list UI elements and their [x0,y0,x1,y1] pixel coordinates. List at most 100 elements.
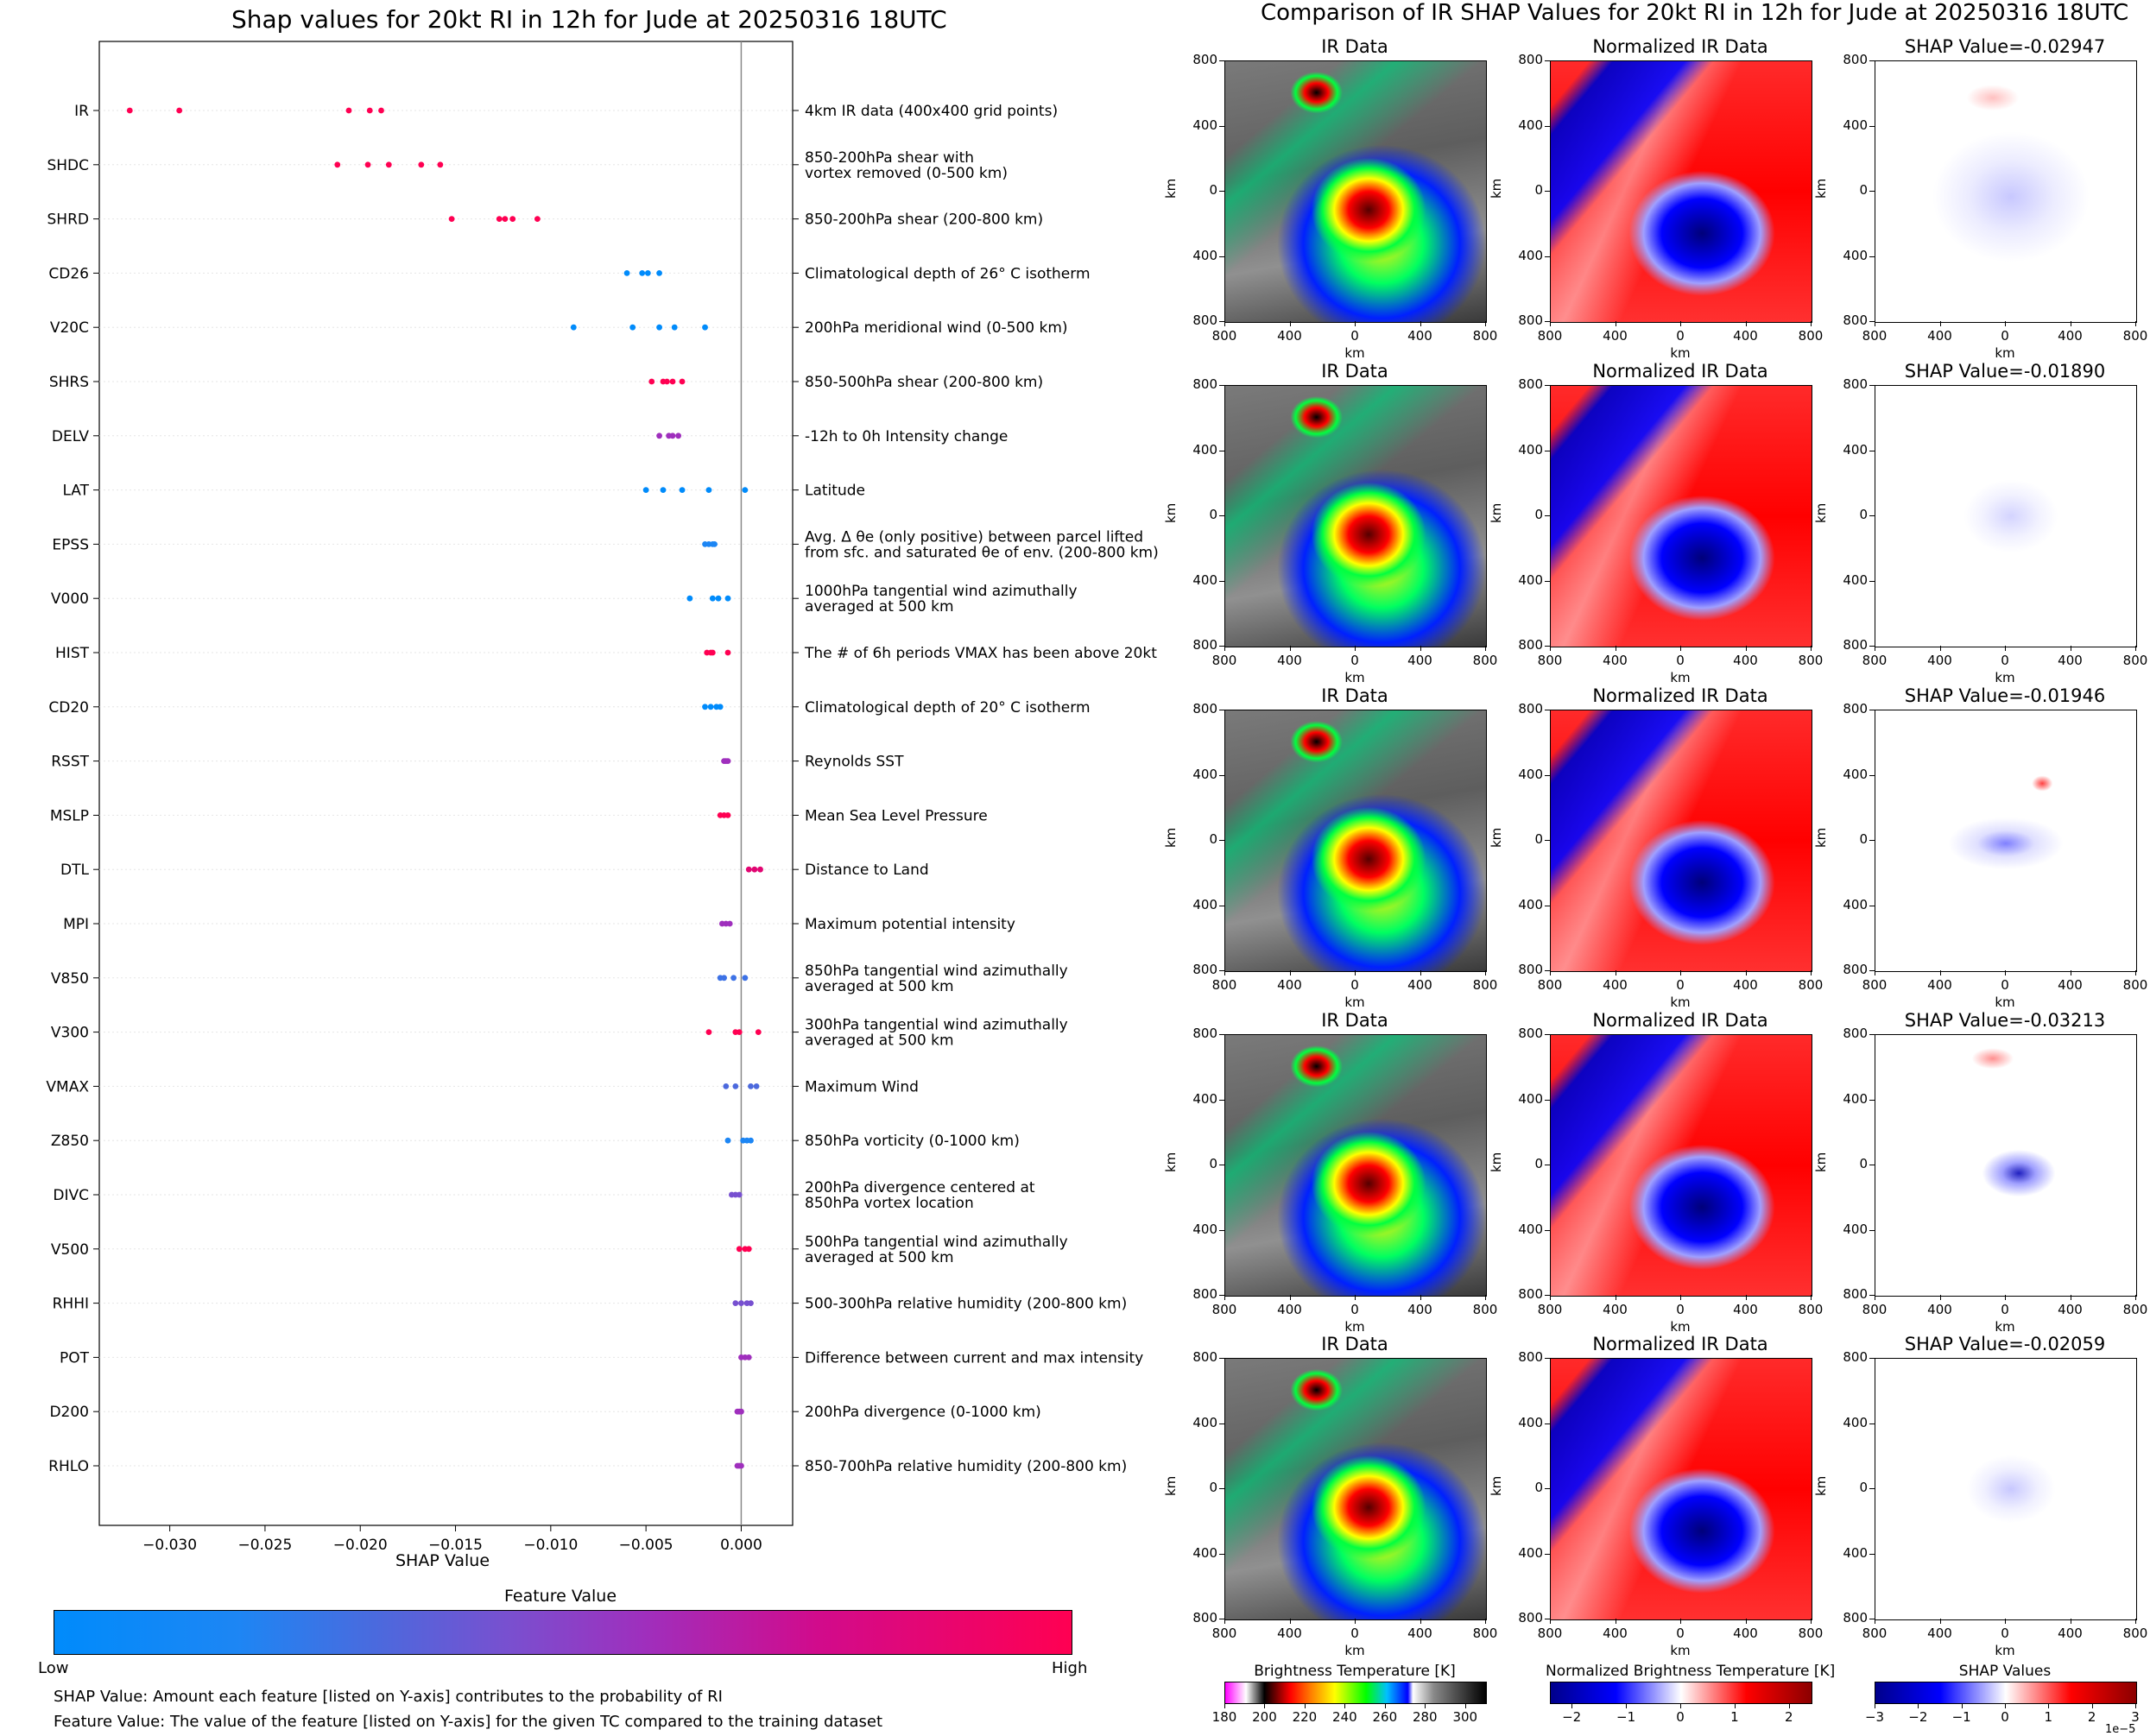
feature-name-dtl: DTL [60,862,89,879]
shap-point-v300 [736,1029,743,1035]
y-tick-mark [1545,1488,1550,1489]
colorbar-tick-label: 1 [2044,1709,2053,1725]
y-tick-mark [1219,1099,1224,1101]
x-tick-mark [1745,321,1747,326]
x-tick-mark [1355,970,1356,975]
feature-name-v20c: V20C [50,319,89,337]
x-axis-label: km [1344,1319,1365,1335]
x-tick-label: 800 [1211,1302,1237,1317]
colorbar-tick-label: 200 [1252,1709,1277,1725]
x-tick-label: 800 [1798,328,1824,344]
x-tick-mark [1355,1295,1356,1300]
x-tick-mark [1224,321,1225,326]
x-tick-mark [1811,1295,1812,1300]
x-tick-mark [1355,1619,1356,1624]
y-tick-label: 400 [1192,896,1217,912]
y-tick-mark [1545,1099,1550,1101]
x-tick-mark [1485,1295,1486,1300]
y-tick-label: 400 [1518,441,1543,458]
x-axis-label: km [1670,670,1691,685]
feature-desc-delv: -12h to 0h Intensity change [805,428,1008,445]
ir-data-panel-title: IR Data [1321,685,1388,706]
y-tick-label: 800 [1843,376,1868,392]
feature-desc-v300: averaged at 500 km [805,1032,954,1050]
y-tick-label: 400 [1518,1090,1543,1107]
x-tick-label: 0 [1676,328,1685,344]
feature-desc-hist: The # of 6h periods VMAX has been above … [804,645,1157,662]
y-tick-label: 0 [1209,1156,1217,1171]
feature-desc-cd26: Climatological depth of 26° C isotherm [805,265,1091,282]
colorbar-tick-label: 2 [1785,1709,1793,1725]
x-tick-mark [1939,1295,1941,1300]
y-tick-label: 400 [1518,766,1543,782]
x-tick-label: 400 [2058,653,2083,668]
x-tick-mark [2005,1619,2006,1624]
x-tick-label: 400 [1927,1626,1952,1641]
x-axis-label: km [1995,670,2015,685]
shap-point-mslp [724,812,731,818]
y-tick-label: 800 [1192,312,1217,328]
x-tick-label: 0 [1350,653,1359,668]
y-tick-label: 800 [1192,52,1217,67]
feature-desc-rhhi: 500-300hPa relative humidity (200-800 km… [805,1296,1127,1313]
y-tick-label: 400 [1518,1221,1543,1237]
normalized-ir-panel-title: Normalized IR Data [1592,361,1768,382]
shap-point-v850 [721,975,727,982]
feature-name-vmax: VMAX [46,1078,89,1095]
x-tick-label: 800 [1862,1302,1888,1317]
shap-point-ir [176,107,183,114]
y-axis-label: km [1163,1475,1179,1496]
feature-name-pot: POT [60,1349,90,1367]
y-tick-mark [1545,580,1550,582]
y-tick-mark [1869,1295,1875,1296]
y-tick-mark [1869,515,1875,516]
colorbar-high-label: High [1052,1659,1088,1677]
y-tick-label: 800 [1518,1610,1543,1626]
shap-point-epss [711,541,718,547]
shap-point-dtl [757,866,763,873]
y-tick-mark [1545,515,1550,516]
x-tick-label: 0 [2001,977,2009,993]
y-tick-mark [1545,321,1550,322]
shap-map-panel-title: SHAP Value=-0.01890 [1904,361,2106,382]
y-tick-label: 0 [1859,182,1868,198]
shap-map-panel-title: SHAP Value=-0.02059 [1904,1334,2106,1354]
x-tick-label: 800 [1798,653,1824,668]
colorbar-tick-mark [1264,1704,1266,1708]
x-axis-label: km [1670,994,1691,1010]
x-tick-label: 400 [1927,653,1952,668]
brightness-temp-colorbar [1224,1682,1487,1704]
x-tick-label: 0 [1676,653,1685,668]
colorbar-tick-mark [2048,1704,2050,1708]
y-tick-label: 800 [1518,1349,1543,1365]
feature-desc-v300: 300hPa tangential wind azimuthally [805,1017,1068,1034]
feature-name-cd20: CD20 [48,699,89,716]
shap-point-v000 [715,595,722,602]
ir-data-panel-title: IR Data [1321,1010,1388,1031]
y-tick-label: 0 [1859,1156,1868,1171]
shap-point-rhhi [748,1300,754,1306]
y-tick-label: 800 [1192,1610,1217,1626]
y-tick-label: 800 [1843,1286,1868,1302]
x-tick-mark [1355,321,1356,326]
y-tick-label: 800 [1192,1349,1217,1365]
colorbar-tick-label: −2 [1908,1709,1928,1725]
shap-point-cd20 [717,704,724,710]
feature-name-hist: HIST [55,645,90,662]
x-axis-label: km [1670,1643,1691,1658]
x-tick-mark [1224,1295,1225,1300]
ir-data-panel-image [1224,710,1487,972]
colorbar-low-label: Low [38,1659,69,1677]
shap-point-v850 [742,975,749,982]
x-tick-label: 800 [1537,1626,1563,1641]
shap-point-cd26 [623,270,630,276]
feature-desc-v850: 850hPa tangential wind azimuthally [805,963,1068,980]
x-tick-mark [1550,646,1551,651]
y-tick-label: 0 [1534,507,1543,522]
x-tick-mark [1550,1619,1551,1624]
y-tick-label: 0 [1209,831,1217,847]
y-tick-label: 400 [1843,1221,1868,1237]
x-tick-mark [1224,646,1225,651]
x-tick-label: 400 [1927,1302,1952,1317]
y-tick-label: 800 [1518,312,1543,328]
